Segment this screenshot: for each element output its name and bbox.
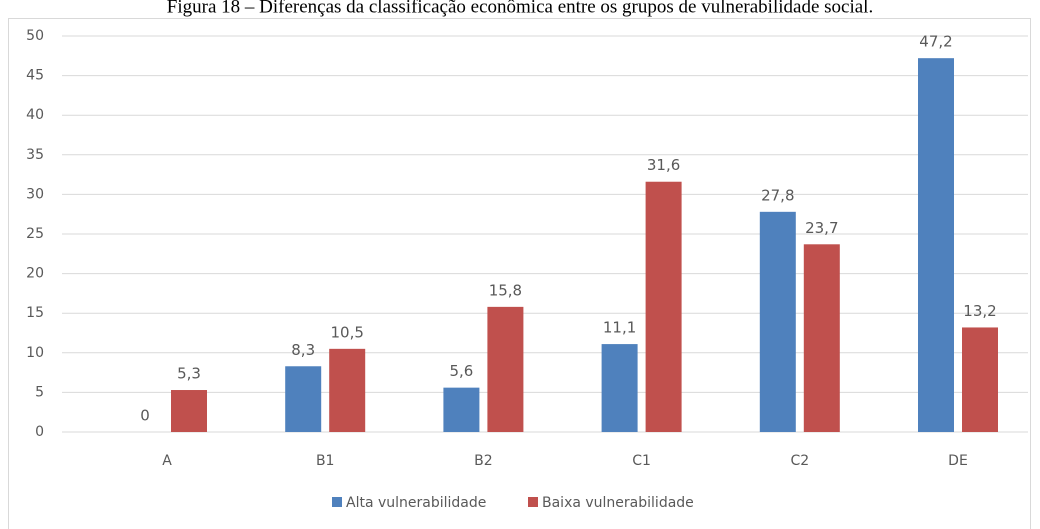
bar — [759, 211, 796, 432]
bar — [962, 327, 998, 432]
x-tick-label: C2 — [790, 453, 809, 469]
bar — [803, 244, 840, 432]
y-tick-label: 30 — [26, 186, 44, 202]
x-tick-label: B1 — [316, 453, 335, 469]
bar — [487, 306, 524, 432]
data-label: 10,5 — [330, 323, 363, 341]
legend-label: Alta vulnerabilidade — [346, 495, 486, 511]
data-label: 11,1 — [603, 319, 636, 337]
bar — [918, 58, 954, 433]
data-label: 0 — [140, 407, 150, 425]
y-tick-label: 10 — [26, 345, 44, 361]
y-tick-label: 45 — [26, 68, 44, 84]
data-label: 27,8 — [761, 186, 794, 204]
y-tick-label: 5 — [35, 384, 44, 400]
bar — [645, 181, 682, 432]
data-label: 5,3 — [177, 365, 201, 383]
data-label: 8,3 — [291, 341, 315, 359]
y-tick-label: 35 — [26, 147, 44, 163]
legend-swatch — [332, 497, 342, 507]
bar — [285, 366, 322, 432]
chart-title: Figura 18 – Diferenças da classificação … — [167, 0, 873, 17]
y-tick-label: 15 — [26, 305, 44, 321]
data-label: 13,2 — [963, 302, 996, 320]
data-label: 5,6 — [449, 362, 473, 380]
data-label: 31,6 — [647, 156, 680, 174]
y-tick-label: 25 — [26, 226, 44, 242]
legend-swatch — [528, 497, 538, 507]
y-tick-label: 0 — [35, 424, 44, 440]
x-tick-label: A — [162, 453, 172, 469]
y-tick-label: 20 — [26, 266, 44, 282]
bar — [329, 348, 366, 432]
bar — [171, 390, 207, 432]
data-label: 15,8 — [489, 281, 522, 299]
y-tick-label: 40 — [26, 107, 44, 123]
y-tick-label: 50 — [26, 28, 44, 44]
bar — [443, 387, 480, 432]
bar — [601, 344, 638, 432]
data-label: 47,2 — [919, 33, 952, 51]
x-tick-label: B2 — [474, 453, 493, 469]
x-tick-label: C1 — [632, 453, 651, 469]
x-tick-label: DE — [948, 453, 968, 469]
data-label: 23,7 — [805, 219, 838, 237]
legend-label: Baixa vulnerabilidade — [542, 495, 694, 511]
